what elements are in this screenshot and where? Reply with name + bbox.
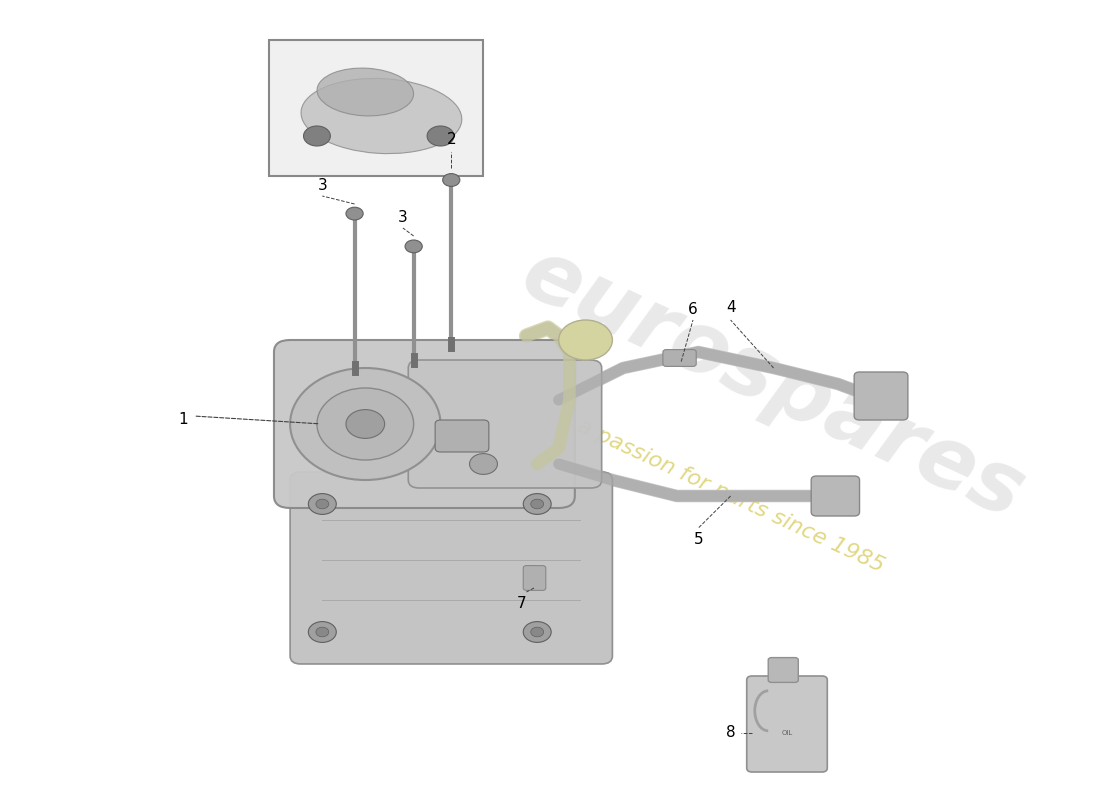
Circle shape [470,454,497,474]
Text: 3: 3 [398,210,408,225]
FancyBboxPatch shape [274,340,575,508]
Circle shape [308,622,337,642]
FancyBboxPatch shape [524,566,546,590]
Ellipse shape [304,126,330,146]
Text: 5: 5 [694,533,703,547]
Text: a passion for parts since 1985: a passion for parts since 1985 [574,416,888,576]
Text: OIL: OIL [781,730,793,736]
Ellipse shape [301,78,462,154]
Circle shape [316,627,329,637]
FancyBboxPatch shape [436,420,488,452]
Text: 1: 1 [178,413,187,427]
Text: 6: 6 [689,302,697,317]
Circle shape [559,320,613,360]
Text: 2: 2 [447,133,456,147]
Circle shape [346,207,363,220]
Circle shape [442,174,460,186]
Circle shape [531,499,543,509]
FancyBboxPatch shape [811,476,859,516]
Circle shape [524,622,551,642]
FancyBboxPatch shape [268,40,484,176]
Circle shape [316,499,329,509]
Circle shape [346,410,385,438]
FancyBboxPatch shape [408,360,602,488]
Circle shape [524,494,551,514]
FancyBboxPatch shape [747,676,827,772]
Text: 7: 7 [516,597,526,611]
Text: 3: 3 [318,178,327,193]
Circle shape [531,627,543,637]
Circle shape [308,494,337,514]
Text: 8: 8 [726,726,736,740]
Circle shape [405,240,422,253]
Circle shape [317,388,414,460]
Ellipse shape [427,126,454,146]
Ellipse shape [317,68,414,116]
Text: eurospares: eurospares [509,231,1038,537]
FancyBboxPatch shape [663,350,696,366]
Circle shape [290,368,440,480]
FancyBboxPatch shape [768,658,799,682]
FancyBboxPatch shape [855,372,908,420]
Text: 4: 4 [726,301,736,315]
FancyBboxPatch shape [290,472,613,664]
